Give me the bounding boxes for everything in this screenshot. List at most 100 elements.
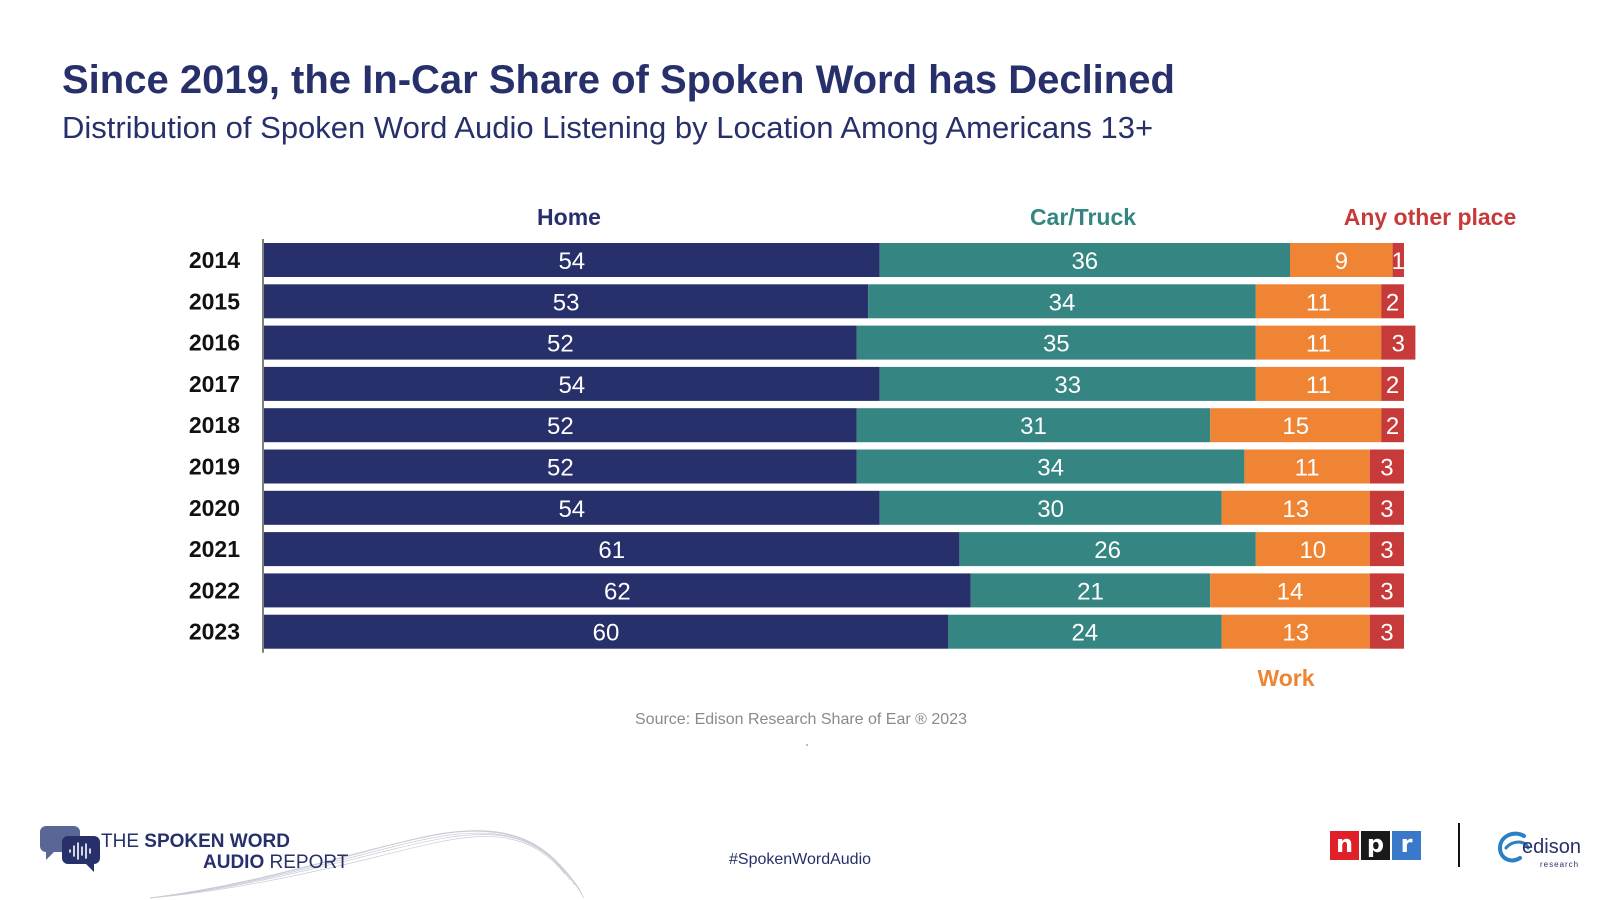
data-label-work-2021: 10 (1299, 537, 1326, 564)
bar-home-2018 (264, 408, 857, 443)
legend-label-any-other-place: Any other place (1344, 204, 1517, 230)
data-label-work-2020: 13 (1282, 496, 1309, 523)
data-label-home-2018: 52 (547, 413, 574, 440)
source-note: Source: Edison Research Share of Ear ® 2… (635, 711, 967, 728)
bar-any-other-place-2022 (1369, 573, 1404, 608)
bar-any-other-place-2020 (1369, 490, 1404, 525)
data-label-home-2020: 54 (558, 496, 585, 523)
bar-work-2021 (1255, 532, 1370, 567)
bar-work-2022 (1210, 573, 1370, 608)
bar-car-truck-2016 (856, 325, 1256, 360)
bar-car-truck-2022 (970, 573, 1211, 608)
bar-any-other-place-2015 (1381, 284, 1404, 319)
data-label-work-2019: 11 (1295, 455, 1320, 482)
bar-home-2015 (264, 284, 869, 319)
logo-text-report: REPORT (264, 852, 349, 873)
bar-any-other-place-2019 (1369, 449, 1404, 484)
y-tick-label-2020: 2020 (189, 495, 240, 521)
bar-work-2018 (1210, 408, 1382, 443)
bar-any-other-place-2014 (1392, 243, 1404, 277)
data-label-work-2022: 14 (1277, 578, 1304, 605)
data-label-home-2014: 54 (558, 248, 585, 275)
sound-wave-graphic (150, 830, 585, 899)
decorative-dot (806, 744, 808, 746)
bar-work-2015 (1255, 284, 1382, 319)
bar-work-2016 (1255, 325, 1382, 360)
bar-car-truck-2023 (948, 614, 1222, 649)
y-tick-label-2015: 2015 (189, 288, 240, 314)
bar-car-truck-2018 (856, 408, 1211, 443)
y-tick-label-2018: 2018 (189, 412, 240, 438)
data-label-any-other-place-2018: 2 (1386, 413, 1399, 440)
data-label-any-other-place-2021: 3 (1380, 537, 1393, 564)
data-label-car-truck-2014: 36 (1071, 248, 1098, 275)
bar-work-2023 (1221, 614, 1370, 649)
bar-any-other-place-2016 (1381, 325, 1416, 360)
data-label-car-truck-2017: 33 (1054, 372, 1081, 399)
npr-logo: n p r (1330, 831, 1421, 860)
data-label-car-truck-2022: 21 (1077, 578, 1104, 605)
bar-car-truck-2015 (868, 284, 1256, 319)
data-label-work-2015: 11 (1306, 289, 1331, 316)
legend-label-work: Work (1257, 665, 1314, 691)
y-tick-label-2014: 2014 (189, 247, 240, 273)
edison-logo: edison research (1494, 826, 1594, 874)
legend-label-home: Home (537, 204, 601, 230)
y-tick-label-2021: 2021 (189, 536, 240, 562)
speech-bubble-icon (40, 826, 100, 872)
bar-home-2023 (264, 614, 948, 649)
bar-any-other-place-2023 (1369, 614, 1404, 649)
logo-text-spoken-word: SPOKEN WORD (144, 831, 290, 852)
edison-swirl-icon (1497, 831, 1530, 863)
logo-text-audio: AUDIO (203, 852, 265, 873)
data-label-home-2016: 52 (547, 331, 574, 358)
data-label-car-truck-2018: 31 (1020, 413, 1047, 440)
data-label-any-other-place-2017: 2 (1386, 372, 1399, 399)
data-label-car-truck-2015: 34 (1049, 289, 1076, 316)
bar-home-2021 (264, 532, 960, 567)
bar-car-truck-2017 (879, 366, 1256, 401)
data-label-home-2019: 52 (547, 455, 574, 482)
hashtag: #SpokenWordAudio (729, 851, 872, 868)
bar-work-2019 (1244, 449, 1370, 484)
page-title: Since 2019, the In-Car Share of Spoken W… (62, 58, 1175, 102)
data-label-home-2021: 61 (598, 537, 625, 564)
data-label-any-other-place-2020: 3 (1380, 496, 1393, 523)
data-label-work-2017: 11 (1306, 372, 1331, 399)
bar-any-other-place-2018 (1381, 408, 1404, 443)
edison-wordmark: edison (1522, 836, 1581, 858)
data-label-car-truck-2016: 35 (1043, 331, 1070, 358)
bar-car-truck-2021 (959, 532, 1256, 567)
data-label-home-2023: 60 (593, 620, 620, 647)
bar-home-2022 (264, 573, 971, 608)
bar-home-2020 (264, 490, 880, 525)
data-label-car-truck-2023: 24 (1071, 620, 1098, 647)
data-label-home-2017: 54 (558, 372, 585, 399)
data-label-work-2016: 11 (1306, 331, 1331, 358)
legend-label-car-truck: Car/Truck (1030, 204, 1136, 230)
data-label-any-other-place-2019: 3 (1380, 455, 1393, 482)
bar-home-2016 (264, 325, 857, 360)
data-label-work-2014: 9 (1335, 248, 1348, 275)
data-label-any-other-place-2022: 3 (1380, 578, 1393, 605)
edison-subtext: research (1540, 860, 1580, 869)
data-label-any-other-place-2016: 3 (1392, 331, 1405, 358)
y-tick-label-2022: 2022 (189, 577, 240, 603)
page-subtitle: Distribution of Spoken Word Audio Listen… (62, 110, 1154, 145)
bar-home-2017 (264, 366, 880, 401)
data-label-work-2023: 13 (1282, 620, 1309, 647)
data-label-home-2015: 53 (553, 289, 580, 316)
bar-home-2014 (264, 243, 880, 277)
bar-any-other-place-2017 (1381, 366, 1404, 401)
y-tick-label-2016: 2016 (189, 330, 240, 356)
bar-car-truck-2020 (879, 490, 1222, 525)
data-label-work-2018: 15 (1282, 413, 1309, 440)
data-label-car-truck-2019: 34 (1037, 455, 1064, 482)
report-logo: THE SPOKEN WORD AUDIO REPORT (101, 831, 348, 873)
bar-work-2014 (1290, 243, 1393, 277)
data-label-any-other-place-2015: 2 (1386, 289, 1399, 316)
data-label-car-truck-2021: 26 (1094, 537, 1121, 564)
bar-work-2020 (1221, 490, 1370, 525)
